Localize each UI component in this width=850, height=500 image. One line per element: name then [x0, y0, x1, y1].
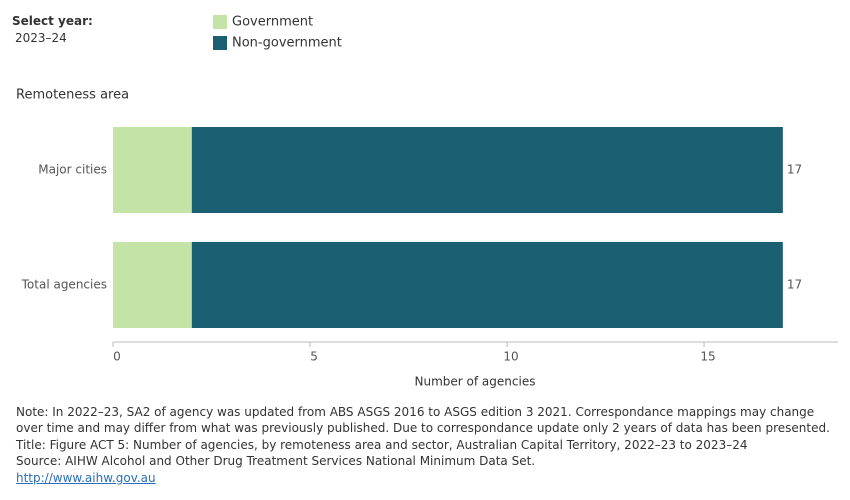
x-tick-label: 5 [310, 350, 318, 364]
bar-segment [191, 242, 783, 328]
legend-label: Government [232, 15, 313, 30]
legend-label: Non-government [232, 36, 342, 51]
x-tick-label: 10 [503, 350, 518, 364]
bar-segment [113, 127, 192, 213]
link[interactable]: http://www.aihw.gov.au [16, 471, 156, 485]
total-label: 17 [787, 278, 802, 292]
year-filter-label: Select year: [12, 14, 93, 28]
bar-segment [191, 127, 783, 213]
source: Source: AIHW Alcohol and Other Drug Trea… [16, 454, 536, 468]
y-tick-label: Total agencies [21, 278, 107, 292]
legend-swatch [213, 36, 227, 50]
y-tick-label: Major cities [38, 163, 107, 177]
x-tick-label: 15 [700, 350, 715, 364]
year-filter-value[interactable]: 2023–24 [15, 31, 67, 45]
x-tick-label: 0 [113, 350, 121, 364]
x-axis-title: Number of agencies [415, 375, 536, 389]
chart: Remoteness area Number of agencies Gover… [16, 15, 838, 389]
figure-title: Title: Figure ACT 5: Number of agencies,… [16, 438, 748, 452]
legend: Government Non-government [213, 15, 342, 51]
legend-swatch [213, 15, 227, 29]
y-axis-title: Remoteness area [16, 88, 129, 103]
total-label: 17 [787, 163, 802, 177]
note: Note: In 2022–23, SA2 of agency was upda… [16, 405, 830, 436]
bar-segment [113, 242, 192, 328]
